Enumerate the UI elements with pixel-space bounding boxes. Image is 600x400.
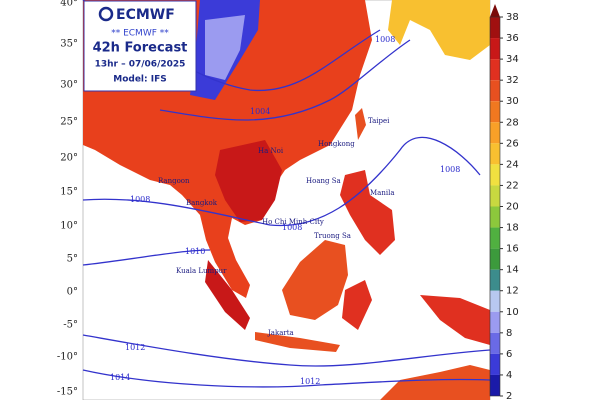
- header-background: [83, 0, 197, 92]
- isobar-labels: 1004 1008 1008 1008 1008 1010 1012 1012 …: [110, 35, 460, 386]
- latitude-label: 40°: [60, 0, 78, 9]
- place-label: Truong Sa: [314, 232, 351, 240]
- colorbar-tick-label: 16: [506, 244, 519, 255]
- colorbar-segment: [490, 290, 500, 312]
- latitude-label: 5°: [67, 254, 78, 265]
- place-label: Rangoon: [158, 177, 190, 185]
- land-philippines: [340, 170, 395, 255]
- colorbar-segment: [490, 185, 500, 207]
- land-sumatra: [205, 260, 250, 330]
- place-label: Hoang Sa: [306, 177, 341, 185]
- colorbar-tick-label: 20: [506, 202, 519, 213]
- colorbar-tick-label: 36: [506, 33, 519, 44]
- colorbar-segment: [490, 80, 500, 102]
- colorbar-segment: [490, 227, 500, 249]
- isobar-label: 1012: [300, 377, 320, 386]
- isobar-label: 1014: [110, 373, 130, 382]
- place-label: Bangkok: [186, 199, 218, 207]
- header-box: ECMWF ** ECMWF ** 42h Forecast 13hr – 07…: [83, 0, 197, 92]
- latitude-label: 25°: [60, 117, 78, 128]
- header-title: 42h Forecast: [93, 41, 188, 56]
- isobar-line: [82, 334, 491, 367]
- colorbar-segment: [490, 59, 500, 81]
- isobar-label: 1008: [130, 195, 150, 204]
- colorbar-tick-label: 30: [506, 96, 519, 107]
- place-label: Ho Chi Minh City: [262, 218, 324, 226]
- isobar-label: 1012: [125, 343, 145, 352]
- colorbar-segment: [490, 374, 500, 396]
- logo-text: ECMWF: [116, 7, 175, 23]
- colorbar-tick-label: 38: [506, 12, 519, 23]
- colorbar-tick-label: 2: [506, 391, 512, 400]
- latitude-label: -15°: [57, 387, 78, 398]
- header-subtitle: ** ECMWF **: [111, 29, 169, 39]
- colorbar-tick-label: 8: [506, 328, 512, 339]
- land-borneo: [282, 240, 348, 320]
- colorbar-segment: [490, 353, 500, 375]
- colorbar-segment: [490, 122, 500, 144]
- land-java: [255, 332, 340, 352]
- colorbar-segment: [490, 269, 500, 291]
- isobar-label: 1008: [440, 165, 460, 174]
- colorbar-tick-label: 32: [506, 75, 519, 86]
- header-time: 13hr – 07/06/2025: [95, 60, 186, 70]
- logo-icon: [98, 6, 114, 22]
- colorbar-tick-label: 24: [506, 159, 519, 170]
- colorbar-tick-label: 4: [506, 370, 512, 381]
- colorbar-extension: [490, 4, 500, 17]
- place-label: Taipei: [368, 117, 390, 125]
- land-japan-korea: [388, 0, 490, 60]
- land-taiwan: [355, 108, 366, 140]
- colorbar-segment: [490, 311, 500, 333]
- colorbar-tick-label: 34: [506, 54, 519, 65]
- colorbar-tick-label: 6: [506, 349, 512, 360]
- land-new-guinea: [420, 295, 490, 345]
- land-indochina: [215, 140, 282, 222]
- colorbar-tick-label: 10: [506, 307, 519, 318]
- place-label: Ha Noi: [258, 147, 284, 155]
- isobar-label: 1008: [282, 223, 302, 232]
- place-label: Hongkong: [318, 140, 355, 148]
- colorbar-tick-label: 12: [506, 286, 519, 297]
- isobar-line: [82, 249, 211, 266]
- latitude-label: 0°: [67, 287, 78, 298]
- colorbar-segment: [490, 101, 500, 123]
- colorbar-tick-label: 26: [506, 138, 519, 149]
- isobar-label: 1004: [250, 107, 270, 116]
- colorbar-segment: [490, 38, 500, 60]
- place-label: Jakarta: [267, 329, 294, 337]
- latitude-label: -10°: [57, 352, 78, 363]
- colorbar-segment: [490, 248, 500, 270]
- colorbar-segment: [490, 143, 500, 165]
- colorbar-segment: [490, 17, 500, 39]
- colorbar-tick-label: 18: [506, 223, 519, 234]
- colorbar-segment: [490, 206, 500, 228]
- isobar-label: 1008: [375, 35, 395, 44]
- header-model: Model: IFS: [113, 75, 166, 85]
- latitude-label: 35°: [60, 39, 78, 50]
- colorbar-tick-label: 28: [506, 117, 519, 128]
- colorbar-tick-label: 22: [506, 180, 519, 191]
- land-sulawesi: [342, 280, 372, 330]
- latitude-labels: 40° 35° 30° 25° 20° 15° 10° 5° 0° -5° -10° -15°: [57, 0, 78, 398]
- isobar-label: 1010: [185, 247, 205, 256]
- colorbar-segment: [490, 332, 500, 354]
- colorbar-segment: [490, 164, 500, 186]
- place-label: Kuala Lumpur: [176, 267, 227, 275]
- latitude-label: 10°: [60, 221, 78, 232]
- latitude-label: 30°: [60, 80, 78, 91]
- land-highlands-cold: [205, 15, 245, 80]
- latitude-label: -5°: [63, 320, 78, 331]
- colorbar-tick-label: 14: [506, 265, 519, 276]
- latitude-label: 15°: [60, 187, 78, 198]
- place-labels: Rangoon Bangkok Ha Noi Hoang Sa Hongkong…: [158, 117, 395, 337]
- latitude-label: 20°: [60, 153, 78, 164]
- isobar-line: [159, 39, 411, 121]
- place-label: Manila: [370, 189, 395, 197]
- land-australia: [380, 365, 490, 400]
- colorbar: 38 36 34 32 30 28 26 24 22 20 18 16 14 12 10 8 6 4 2: [489, 4, 519, 400]
- isobar-line: [82, 369, 491, 388]
- isobar-line: [82, 136, 481, 227]
